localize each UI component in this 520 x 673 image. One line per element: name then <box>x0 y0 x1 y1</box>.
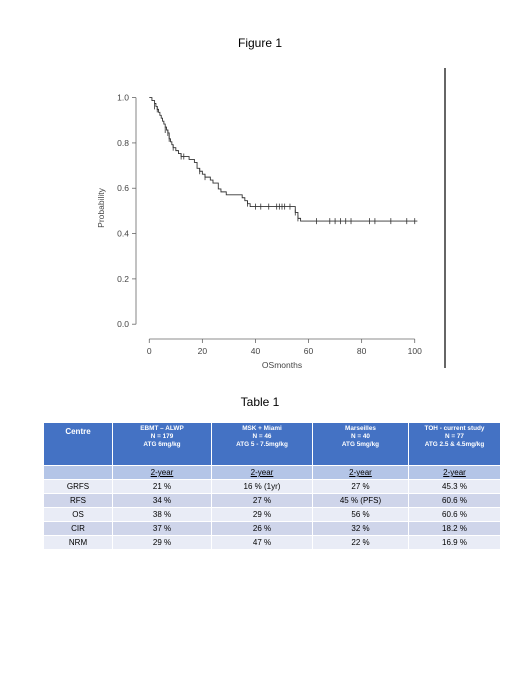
row-label: GRFS <box>43 479 113 494</box>
table-cell: 21 % <box>112 479 212 494</box>
table-cell: 18.2 % <box>408 521 501 536</box>
header-line: TOH - current study <box>424 425 485 432</box>
x-axis-label: OSmonths <box>262 360 302 370</box>
table-title: Table 1 <box>240 395 280 409</box>
table-row-nrm: NRM 29 % 47 % 22 % 16.9 % <box>43 535 501 550</box>
survival-chart: 0.00.20.40.60.81.00 20 40 60 80 100 OSmonths … <box>96 68 446 370</box>
table-cell: 29 % <box>112 535 212 550</box>
table-cell: 16.9 % <box>408 535 501 550</box>
table-cell: 45.3 % <box>408 479 501 494</box>
table-cell: 60.6 % <box>408 507 501 522</box>
header-centre: Centre <box>43 422 113 466</box>
survival-curve <box>149 97 418 222</box>
x-tick-label: 60 <box>304 346 314 356</box>
table-row-rfs: RFS 34 % 27 % 45 % (PFS) 60.6 % <box>43 493 501 508</box>
table-row-grfs: GRFS 21 % 16 % (1yr) 27 % 45.3 % <box>43 479 501 494</box>
table-cell: 29 % <box>211 507 313 522</box>
y-tick-label: 1.0 <box>117 93 129 103</box>
subheader-text: 2-year <box>150 468 174 477</box>
y-tick-label: 0.6 <box>117 183 129 193</box>
x-tick-label: 0 <box>147 346 152 356</box>
header-line: MSK + Miami <box>242 425 282 432</box>
table-cell: 26 % <box>211 521 313 536</box>
results-table: Centre EBMT – ALWP N = 179 ATG 6mg/kg MS… <box>43 422 501 550</box>
subheader-cell: 2-year <box>312 465 409 480</box>
subheader-cell: 2-year <box>211 465 313 480</box>
x-tick-label: 80 <box>357 346 367 356</box>
table-cell: 47 % <box>211 535 313 550</box>
x-tick-label: 20 <box>198 346 208 356</box>
x-tick-label: 40 <box>251 346 261 356</box>
header-line: EBMT – ALWP <box>140 425 184 432</box>
table-cell: 56 % <box>312 507 409 522</box>
table-cell: 34 % <box>112 493 212 508</box>
table-cell: 37 % <box>112 521 212 536</box>
row-label: OS <box>43 507 113 522</box>
table-header-row: Centre EBMT – ALWP N = 179 ATG 6mg/kg MS… <box>43 422 501 466</box>
subheader-cell: 2-year <box>408 465 501 480</box>
header-line: ATG 6mg/kg <box>143 441 181 448</box>
table-row-os: OS 38 % 29 % 56 % 60.6 % <box>43 507 501 522</box>
header-line: ATG 5mg/kg <box>341 441 380 448</box>
table-cell: 27 % <box>312 479 409 494</box>
chart-axes: 0.0 0.2 0.4 0.6 0.8 1.0 0 20 40 60 80 100 <box>117 93 422 356</box>
header-col-ebmt: EBMT – ALWP N = 179 ATG 6mg/kg <box>112 422 212 466</box>
y-tick-label: 0.0 <box>117 319 129 329</box>
header-line: N = 46 <box>252 433 272 440</box>
subheader-text: 2-year <box>250 468 274 477</box>
table-cell: 45 % (PFS) <box>312 493 409 508</box>
header-col-toh: TOH - current study N = 77 ATG 2.5 & 4.5… <box>408 422 501 466</box>
header-line: ATG 5 - 7.5mg/kg <box>236 441 288 448</box>
y-axis-label: Probability <box>96 187 106 227</box>
table-row-cir: CIR 37 % 26 % 32 % 18.2 % <box>43 521 501 536</box>
row-label: NRM <box>43 535 113 550</box>
subheader-empty-cell <box>43 465 113 480</box>
header-col-marseilles: Marseilles N = 40 ATG 5mg/kg <box>312 422 409 466</box>
figure-title: Figure 1 <box>237 36 283 50</box>
row-label: RFS <box>43 493 113 508</box>
header-line: N = 77 <box>444 433 464 440</box>
table-cell: 38 % <box>112 507 212 522</box>
table-cell: 22 % <box>312 535 409 550</box>
subheader-text: 2-year <box>349 468 372 477</box>
row-label: CIR <box>43 521 113 536</box>
table-cell: 60.6 % <box>408 493 501 508</box>
header-line: ATG 2.5 & 4.5mg/kg <box>424 441 485 448</box>
table-cell: 16 % (1yr) <box>211 479 313 494</box>
header-col-msk: MSK + Miami N = 46 ATG 5 - 7.5mg/kg <box>211 422 313 466</box>
chart-marks <box>149 97 418 225</box>
subheader-cell: 2-year <box>112 465 212 480</box>
subheader-text: 2-year <box>443 468 466 477</box>
x-tick-label: 100 <box>408 346 422 356</box>
y-tick-label: 0.8 <box>117 138 129 148</box>
y-tick-label: 0.4 <box>117 229 129 239</box>
table-cell: 27 % <box>211 493 313 508</box>
table-cell: 32 % <box>312 521 409 536</box>
header-line: N = 40 <box>350 433 370 440</box>
header-line: Marseilles <box>345 425 376 432</box>
header-line: N = 179 <box>150 433 174 440</box>
y-tick-label: 0.2 <box>117 274 129 284</box>
table-subheader-row: 2-year 2-year 2-year 2-year <box>43 465 501 480</box>
